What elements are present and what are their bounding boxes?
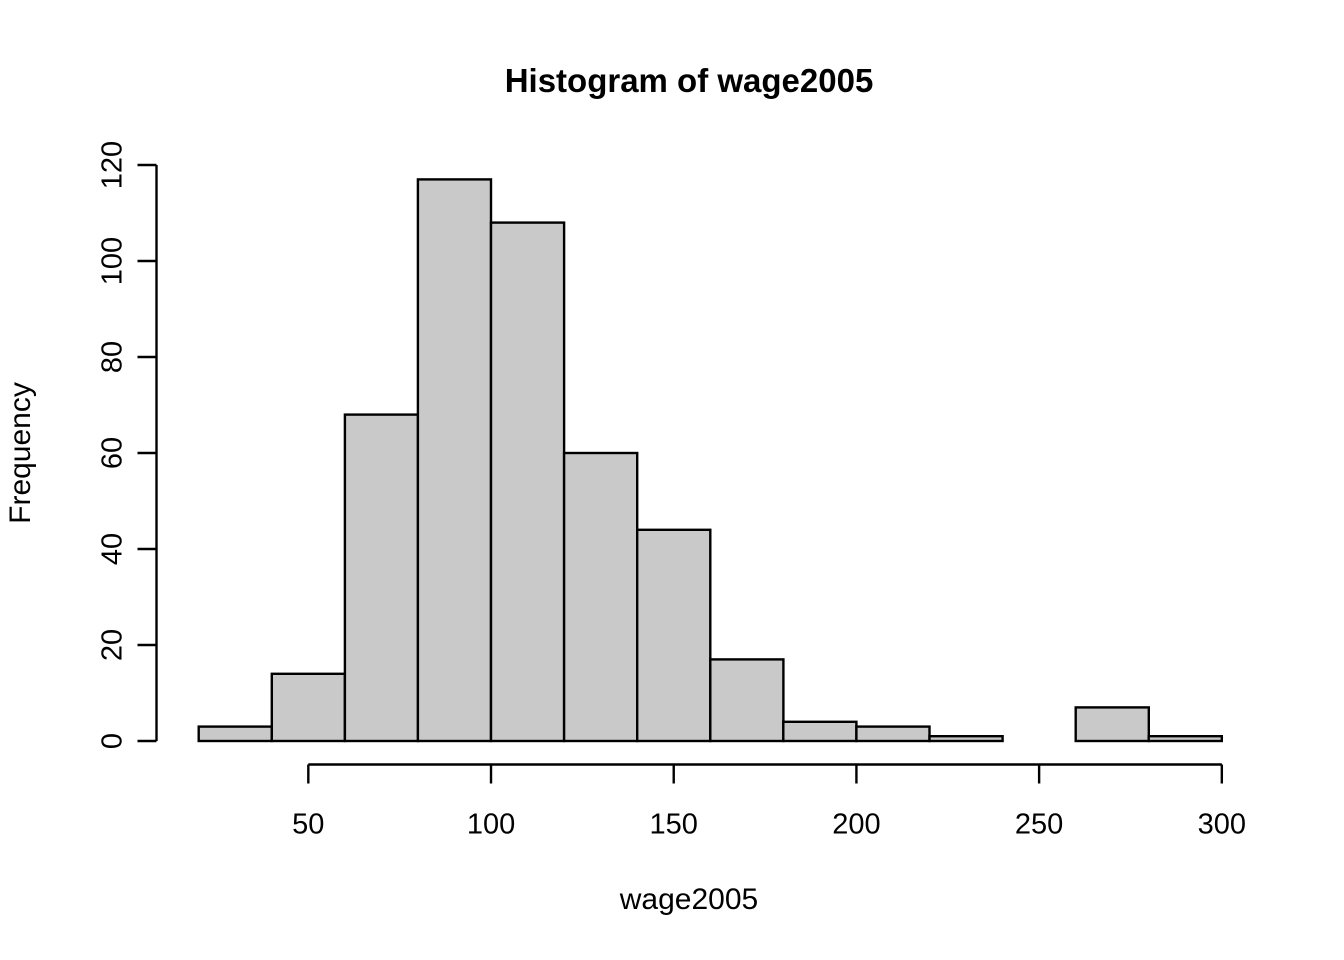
histogram-bar <box>562 451 639 743</box>
histogram-bar <box>343 413 420 743</box>
y-axis-label: Frequency <box>4 382 37 524</box>
histogram-bar <box>782 720 858 743</box>
y-tick-label: 100 <box>97 237 129 285</box>
y-tick-label: 20 <box>97 629 129 661</box>
histogram-bar <box>416 178 493 743</box>
y-tick-label: 0 <box>97 733 129 749</box>
histogram-bar <box>489 221 566 743</box>
histogram-bar <box>197 725 273 743</box>
x-axis-label: wage2005 <box>619 883 758 916</box>
x-tick-label: 300 <box>1198 809 1246 841</box>
histogram-bar <box>709 658 785 743</box>
x-tick-label: 200 <box>832 809 880 841</box>
histogram-bar <box>855 725 931 743</box>
y-tick-label: 40 <box>97 533 129 565</box>
y-tick-label: 80 <box>97 341 129 373</box>
bars-group <box>197 178 1223 743</box>
chart-title: Histogram of wage2005 <box>505 62 874 99</box>
x-tick-label: 250 <box>1015 809 1063 841</box>
histogram-bar <box>1147 735 1223 743</box>
axes-group: 0 20 40 60 80 100 120 50 100 150 200 250 300 <box>97 141 1247 841</box>
histogram-bar <box>928 735 1004 743</box>
y-tick-label: 60 <box>97 437 129 469</box>
y-tick-label: 120 <box>97 141 129 189</box>
x-tick-label: 100 <box>467 809 515 841</box>
histogram-bar <box>270 672 347 743</box>
x-tick-label: 50 <box>292 809 324 841</box>
histogram-bar <box>636 528 712 743</box>
histogram-bar <box>1074 706 1150 743</box>
x-tick-label: 150 <box>650 809 698 841</box>
